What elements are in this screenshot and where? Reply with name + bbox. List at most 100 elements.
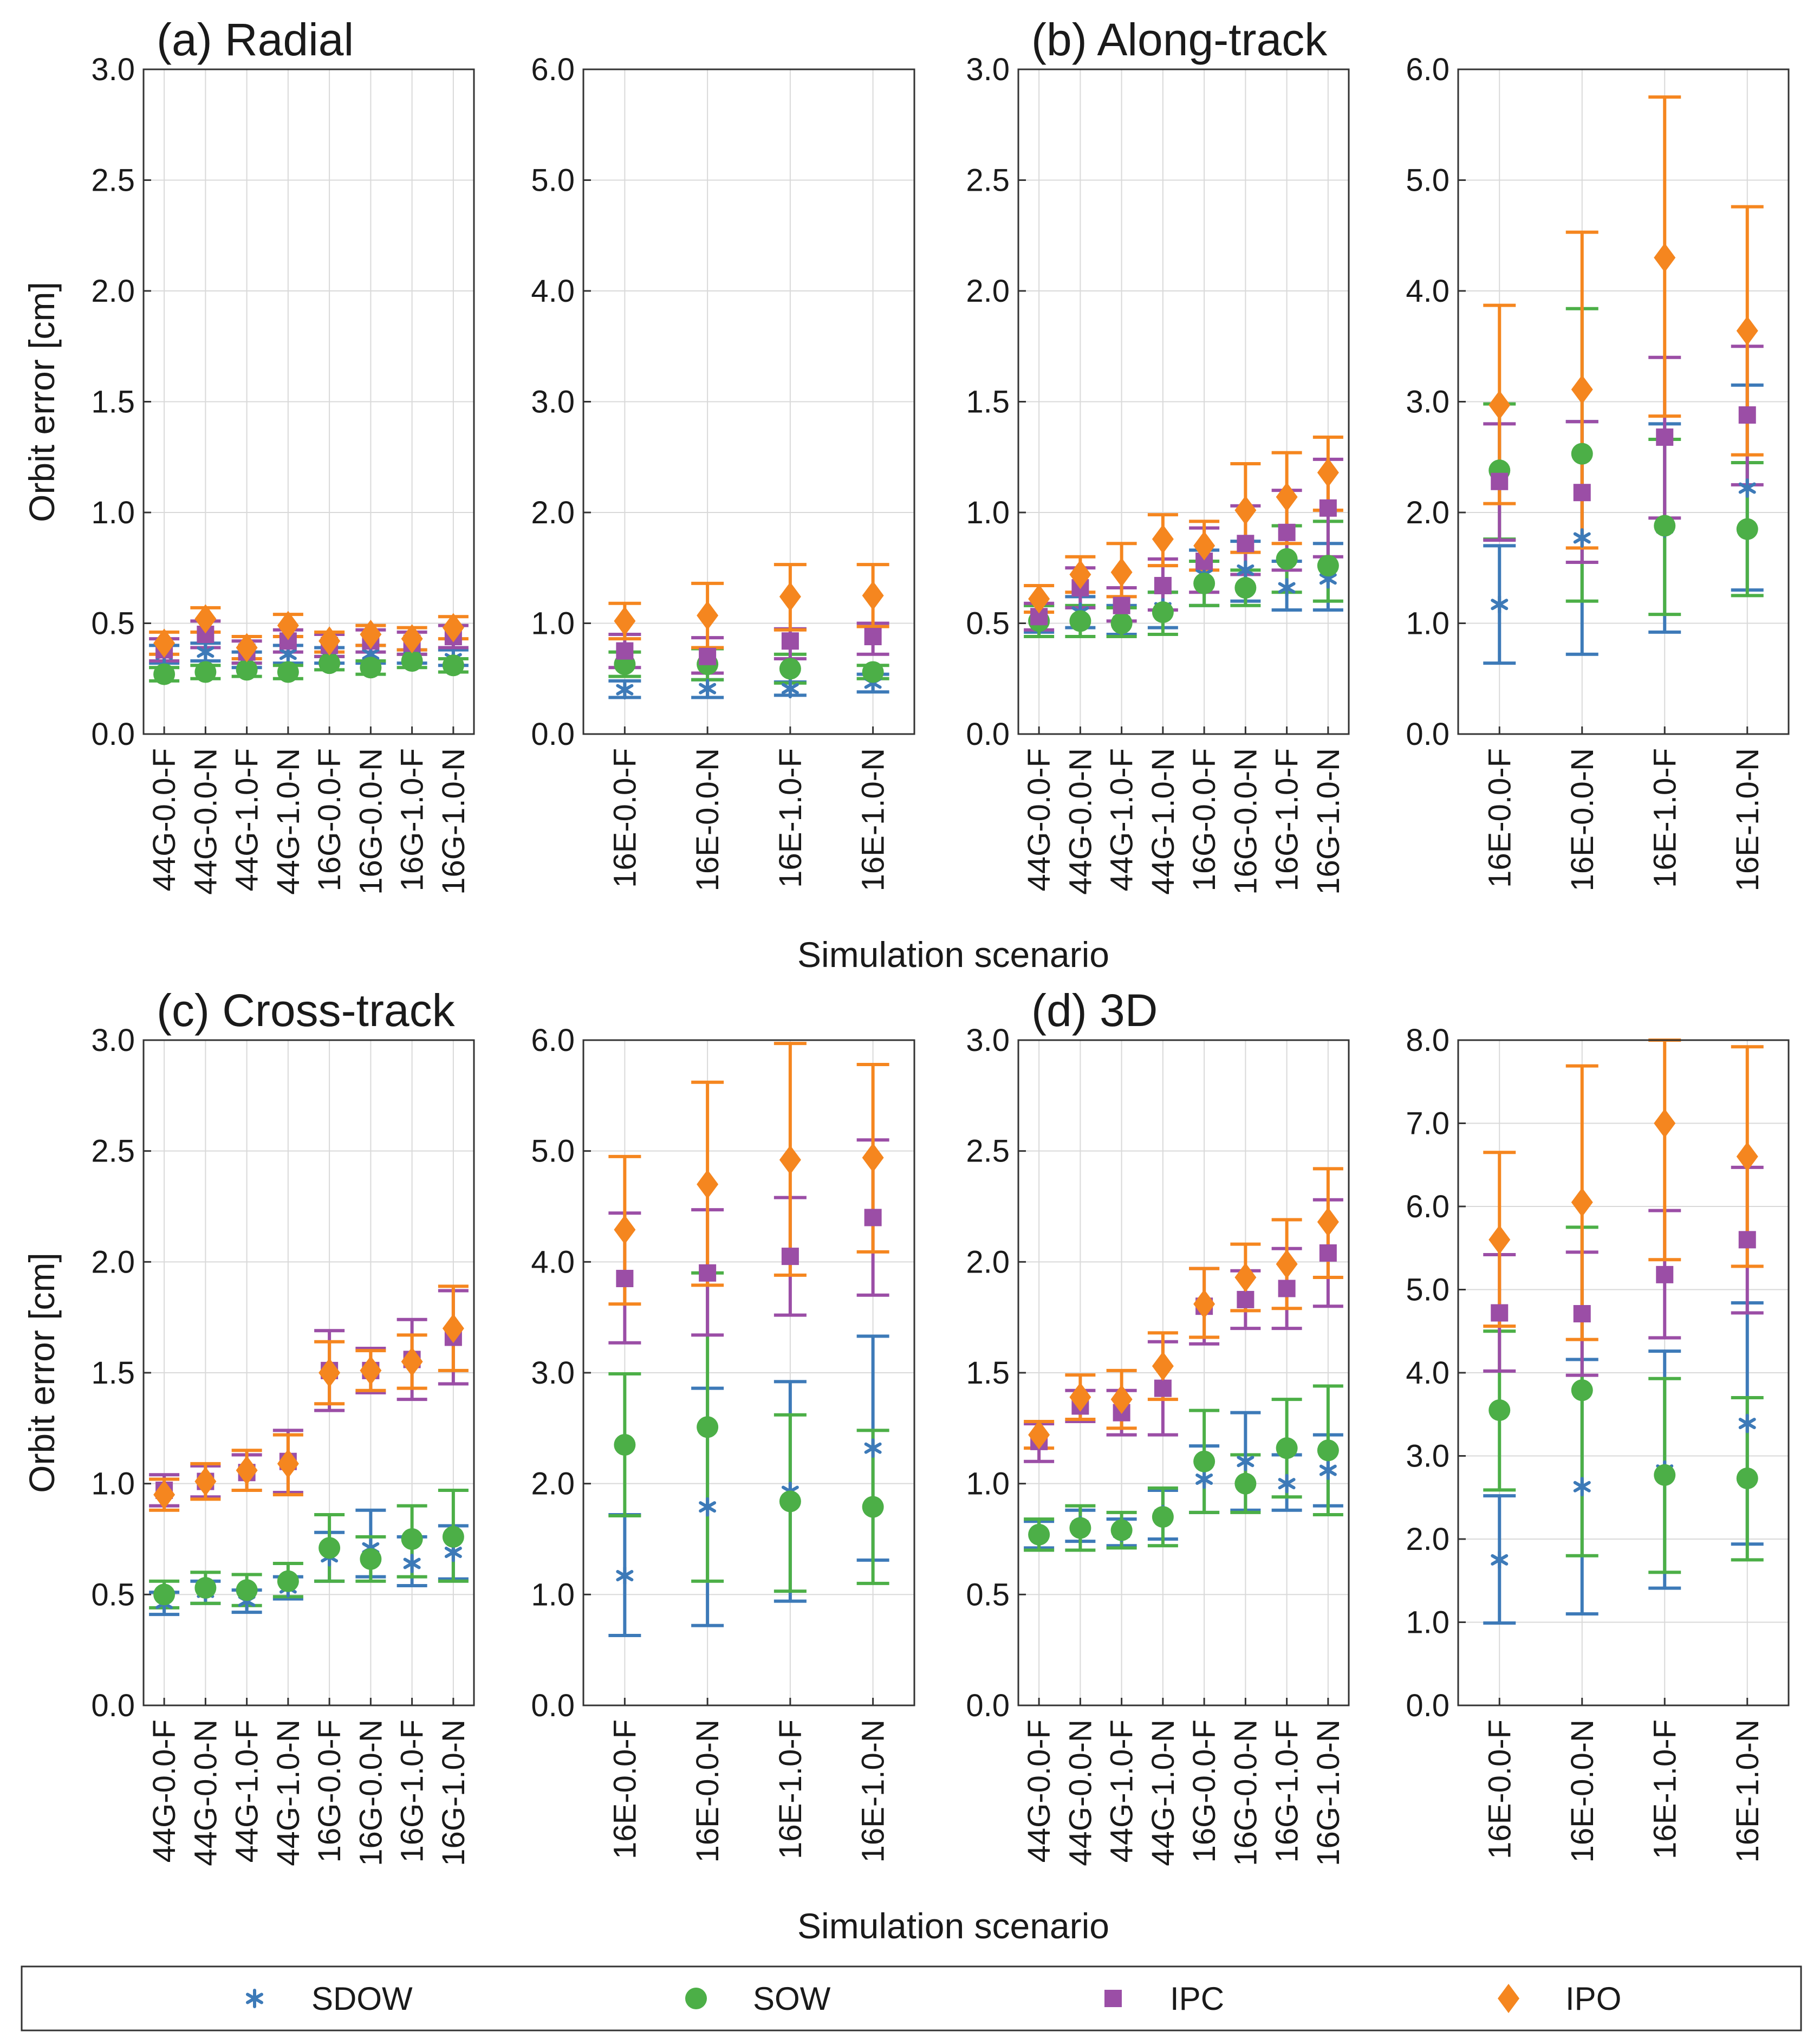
y-tick-label: 2.5 <box>91 1134 135 1169</box>
y-tick-label: 4.0 <box>1406 274 1450 309</box>
point-sdow <box>1237 560 1254 580</box>
x-tick-label: 44G-1.0-F <box>1104 748 1140 891</box>
x-tick-label: 16G-0.0-N <box>1228 748 1263 895</box>
y-tick-label: 6.0 <box>531 52 575 87</box>
x-tick-label: 16G-1.0-N <box>436 1719 471 1866</box>
point-ipo <box>401 1347 423 1377</box>
y-tick-label: 6.0 <box>1406 1189 1450 1224</box>
y-tick-label: 0.0 <box>1406 717 1450 752</box>
y-tick-label: 2.0 <box>91 274 135 309</box>
point-ipo <box>442 613 464 642</box>
point-ipo <box>697 601 719 631</box>
point-ipo <box>360 619 382 649</box>
point-sow <box>360 657 382 679</box>
point-sow <box>442 1526 464 1548</box>
point-ipc <box>1656 428 1674 446</box>
point-sow <box>1488 1399 1511 1422</box>
point-sow <box>153 663 176 685</box>
point-ipc <box>1738 1231 1756 1249</box>
x-tick-label: 44G-0.0-N <box>1063 748 1098 895</box>
point-sow <box>1110 1519 1133 1541</box>
plot-frame <box>582 68 915 735</box>
y-tick-label: 2.5 <box>91 163 135 198</box>
x-tick-label: 44G-0.0-N <box>188 1719 223 1866</box>
point-sow <box>1736 1467 1758 1489</box>
point-sow <box>236 1579 258 1601</box>
point-sdow <box>1195 1469 1213 1489</box>
y-tick-label: 1.5 <box>966 385 1010 420</box>
point-sow <box>1234 1472 1257 1495</box>
y-tick-label: 3.0 <box>91 1023 135 1058</box>
x-tick-label: 44G-1.0-N <box>271 1719 306 1866</box>
x-tick-label: 16E-0.0-F <box>1482 1719 1517 1859</box>
point-sdow <box>1738 478 1756 498</box>
point-ipc <box>1278 523 1296 541</box>
legend-item-ipc: IPC <box>1104 1981 1224 2017</box>
legend-label: IPO <box>1565 1981 1621 2017</box>
point-sow <box>1317 555 1339 577</box>
x-tick-label: 44G-1.0-F <box>230 748 265 891</box>
point-ipo <box>862 1143 884 1172</box>
point-sdow <box>1491 594 1509 614</box>
point-sow <box>1276 1437 1298 1459</box>
x-tick-label: 16G-1.0-N <box>436 748 471 895</box>
point-sdow <box>1278 1474 1296 1494</box>
plot-frame <box>142 68 475 735</box>
point-ipc <box>1237 535 1254 553</box>
point-sdow <box>616 1566 634 1586</box>
point-ipo <box>1110 1385 1133 1414</box>
point-ipo <box>194 1466 217 1496</box>
point-ipo <box>277 1449 299 1478</box>
y-tick-label: 1.5 <box>91 385 135 420</box>
y-tick-label: 4.0 <box>531 1244 575 1280</box>
point-ipo <box>1571 1187 1593 1217</box>
y-tick-label: 2.0 <box>966 1244 1010 1280</box>
point-ipc <box>1319 499 1337 517</box>
y-tick-label: 3.0 <box>91 52 135 87</box>
x-tick-label: 16E-0.0-F <box>607 748 642 888</box>
point-sow <box>1028 1523 1050 1546</box>
x-tick-label: 16E-0.0-F <box>607 1719 642 1859</box>
y-tick-label: 4.0 <box>531 274 575 309</box>
point-ipc <box>781 1248 799 1265</box>
point-sow <box>1654 515 1676 537</box>
point-sow <box>779 658 801 680</box>
x-tick-label: 44G-1.0-F <box>1104 1719 1140 1862</box>
y-tick-label: 2.0 <box>1406 1522 1450 1557</box>
x-tick-label: 16G-1.0-F <box>1270 1719 1305 1862</box>
legend-marker-ipc <box>1104 1990 1122 2007</box>
point-ipo <box>614 606 636 636</box>
point-sow <box>1152 1506 1174 1528</box>
point-ipc <box>699 647 717 665</box>
point-ipo <box>1736 316 1758 346</box>
point-ipo <box>697 1170 719 1199</box>
y-tick-label: 2.0 <box>91 1244 135 1280</box>
point-ipc <box>1154 576 1172 594</box>
point-ipo <box>1317 458 1339 488</box>
x-tick-label: 16G-1.0-F <box>1270 748 1305 891</box>
point-ipo <box>153 628 176 658</box>
legend: SDOW SOW IPC IPO <box>21 1965 1802 2031</box>
y-tick-label: 5.0 <box>1406 1273 1450 1308</box>
legend-item-ipo: IPO <box>1498 1981 1621 2017</box>
point-ipo <box>1069 1383 1091 1412</box>
point-sow <box>1110 612 1133 634</box>
point-ipc <box>781 632 799 650</box>
point-sow <box>153 1583 176 1606</box>
x-tick-label: 16E-0.0-F <box>1482 748 1517 888</box>
point-sow <box>318 1537 341 1559</box>
point-sdow <box>403 1554 421 1574</box>
legend-label: IPC <box>1170 1981 1224 2017</box>
point-ipo <box>1736 1141 1758 1171</box>
point-ipo <box>1193 1289 1216 1319</box>
point-ipc <box>699 1264 717 1282</box>
point-ipo <box>779 1145 801 1175</box>
y-tick-label: 3.0 <box>531 1355 575 1391</box>
point-ipo <box>194 604 217 634</box>
point-ipo <box>862 581 884 611</box>
x-tick-label: 16G-0.0-N <box>353 748 388 895</box>
y-tick-label: 4.0 <box>1406 1355 1450 1391</box>
point-ipc <box>864 628 882 646</box>
y-tick-label: 2.0 <box>966 274 1010 309</box>
